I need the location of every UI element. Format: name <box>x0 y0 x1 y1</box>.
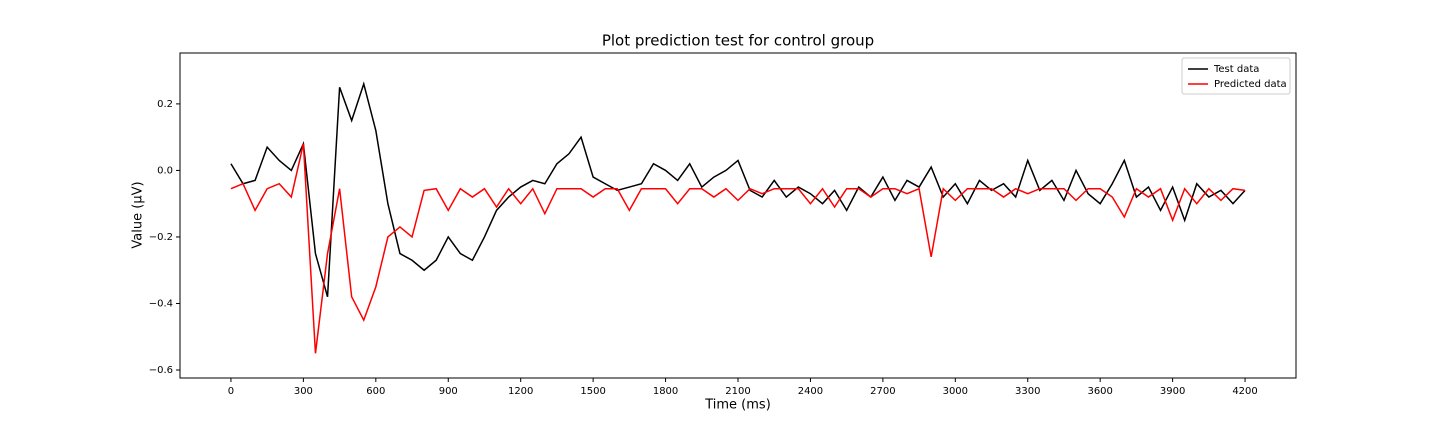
series-line <box>230 143 1246 354</box>
x-tick-label: 3000 <box>943 386 968 397</box>
x-tick-label: 2400 <box>798 386 823 397</box>
x-tick-label: 600 <box>366 386 385 397</box>
y-tick-label: −0.4 <box>149 298 173 309</box>
x-tick-label: 3900 <box>1160 386 1185 397</box>
x-tick-label: 300 <box>294 386 313 397</box>
x-tick-label: 2100 <box>725 386 750 397</box>
x-tick-label: 2700 <box>870 386 895 397</box>
legend-label: Test data <box>1213 64 1259 75</box>
chart-title: Plot prediction test for control group <box>602 32 874 50</box>
x-tick-label: 1500 <box>580 386 605 397</box>
x-tick-label: 900 <box>439 386 458 397</box>
x-tick-label: 1200 <box>508 386 533 397</box>
legend-label: Predicted data <box>1214 79 1287 90</box>
x-axis-label: Time (ms) <box>704 398 771 413</box>
x-tick-label: 0 <box>228 386 234 397</box>
x-tick-label: 3600 <box>1087 386 1112 397</box>
legend-box <box>1181 57 1291 95</box>
y-tick-label: 0.0 <box>157 165 173 176</box>
x-tick-label: 3300 <box>1015 386 1040 397</box>
series-line <box>230 81 1246 298</box>
y-tick-label: −0.6 <box>149 365 173 376</box>
y-tick-label: 0.2 <box>157 99 173 110</box>
x-tick-label: 1800 <box>653 386 678 397</box>
plot-frame <box>179 52 1297 379</box>
y-tick-label: −0.2 <box>149 232 173 243</box>
x-tick-label: 4200 <box>1232 386 1257 397</box>
y-axis-label: Value (μV) <box>131 181 146 248</box>
